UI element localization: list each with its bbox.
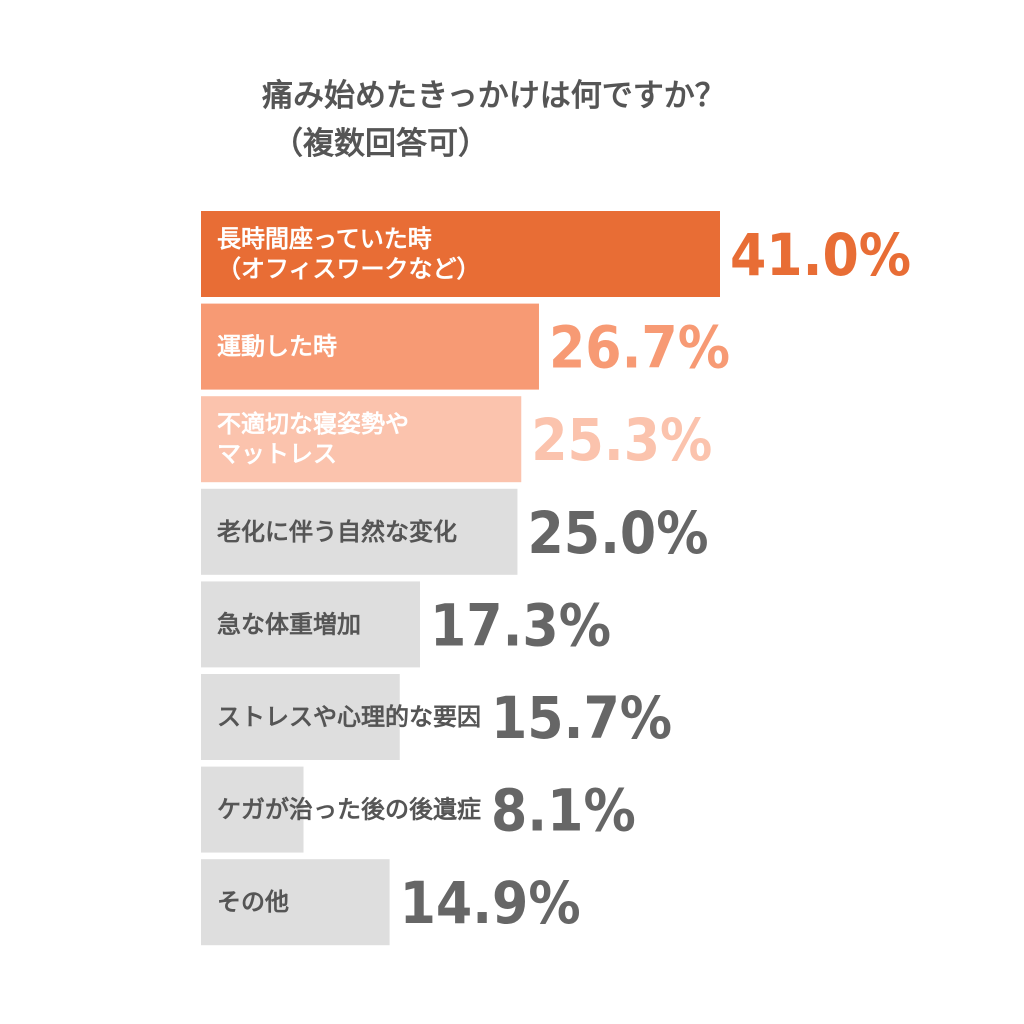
bar-row: 長時間座っていた時（オフィスワークなど） 41.0% [201, 211, 911, 297]
bar [201, 303, 539, 390]
bar-category-label: 不適切な寝姿勢や [217, 410, 409, 438]
bar [201, 766, 304, 853]
chart-title-line-2: （複数回答可） [272, 126, 489, 162]
bar-value-label: 15.7% [491, 684, 672, 752]
bar-value-label: 14.9% [400, 869, 581, 937]
bar [201, 488, 518, 575]
bar-row: 運動した時 26.7% [201, 303, 730, 390]
bar-value-label: 25.3% [531, 406, 712, 474]
bars-layer: 長時間座っていた時（オフィスワークなど） 41.0% 運動した時 26.7% 不適切な寝… [201, 211, 911, 946]
bar-value-label: 8.1% [491, 777, 636, 845]
bar-value-label: 25.0% [527, 499, 708, 567]
bar-row: 急な体重増加 17.3% [201, 581, 611, 668]
bar [201, 396, 522, 483]
bar-category-label: 老化に伴う自然な変化 [217, 518, 457, 546]
bar-category-label: 運動した時 [217, 333, 337, 361]
bar-row: 老化に伴う自然な変化 25.0% [201, 488, 708, 575]
bar [201, 581, 420, 668]
bar-category-label: 急な体重増加 [217, 610, 361, 638]
bar-value-label: 26.7% [549, 314, 730, 382]
bar-category-label: ストレスや心理的な要因 [217, 703, 481, 731]
bar-value-label: 17.3% [430, 591, 611, 659]
chart-title: 痛み始めたきっかけは何ですか？ （複数回答可） [262, 72, 962, 168]
bar [201, 859, 390, 946]
bar-row: ストレスや心理的な要因 15.7% [201, 674, 672, 760]
bar-category-label: その他 [217, 888, 289, 916]
bar-category-label: ケガが治った後の後遺症 [217, 796, 481, 824]
bar-category-label: マットレス [217, 440, 337, 468]
bar-row: ケガが治った後の後遺症 8.1% [201, 766, 636, 853]
bar [201, 674, 400, 760]
bar-category-label: 長時間座っていた時 [217, 225, 432, 253]
bar-value-label: 41.0% [730, 221, 911, 289]
bar [201, 211, 720, 297]
chart-title-line-1: 痛み始めたきっかけは何ですか？ [262, 78, 726, 114]
bar-category-label: （オフィスワークなど） [217, 255, 481, 283]
bar-row: その他 14.9% [201, 859, 581, 946]
